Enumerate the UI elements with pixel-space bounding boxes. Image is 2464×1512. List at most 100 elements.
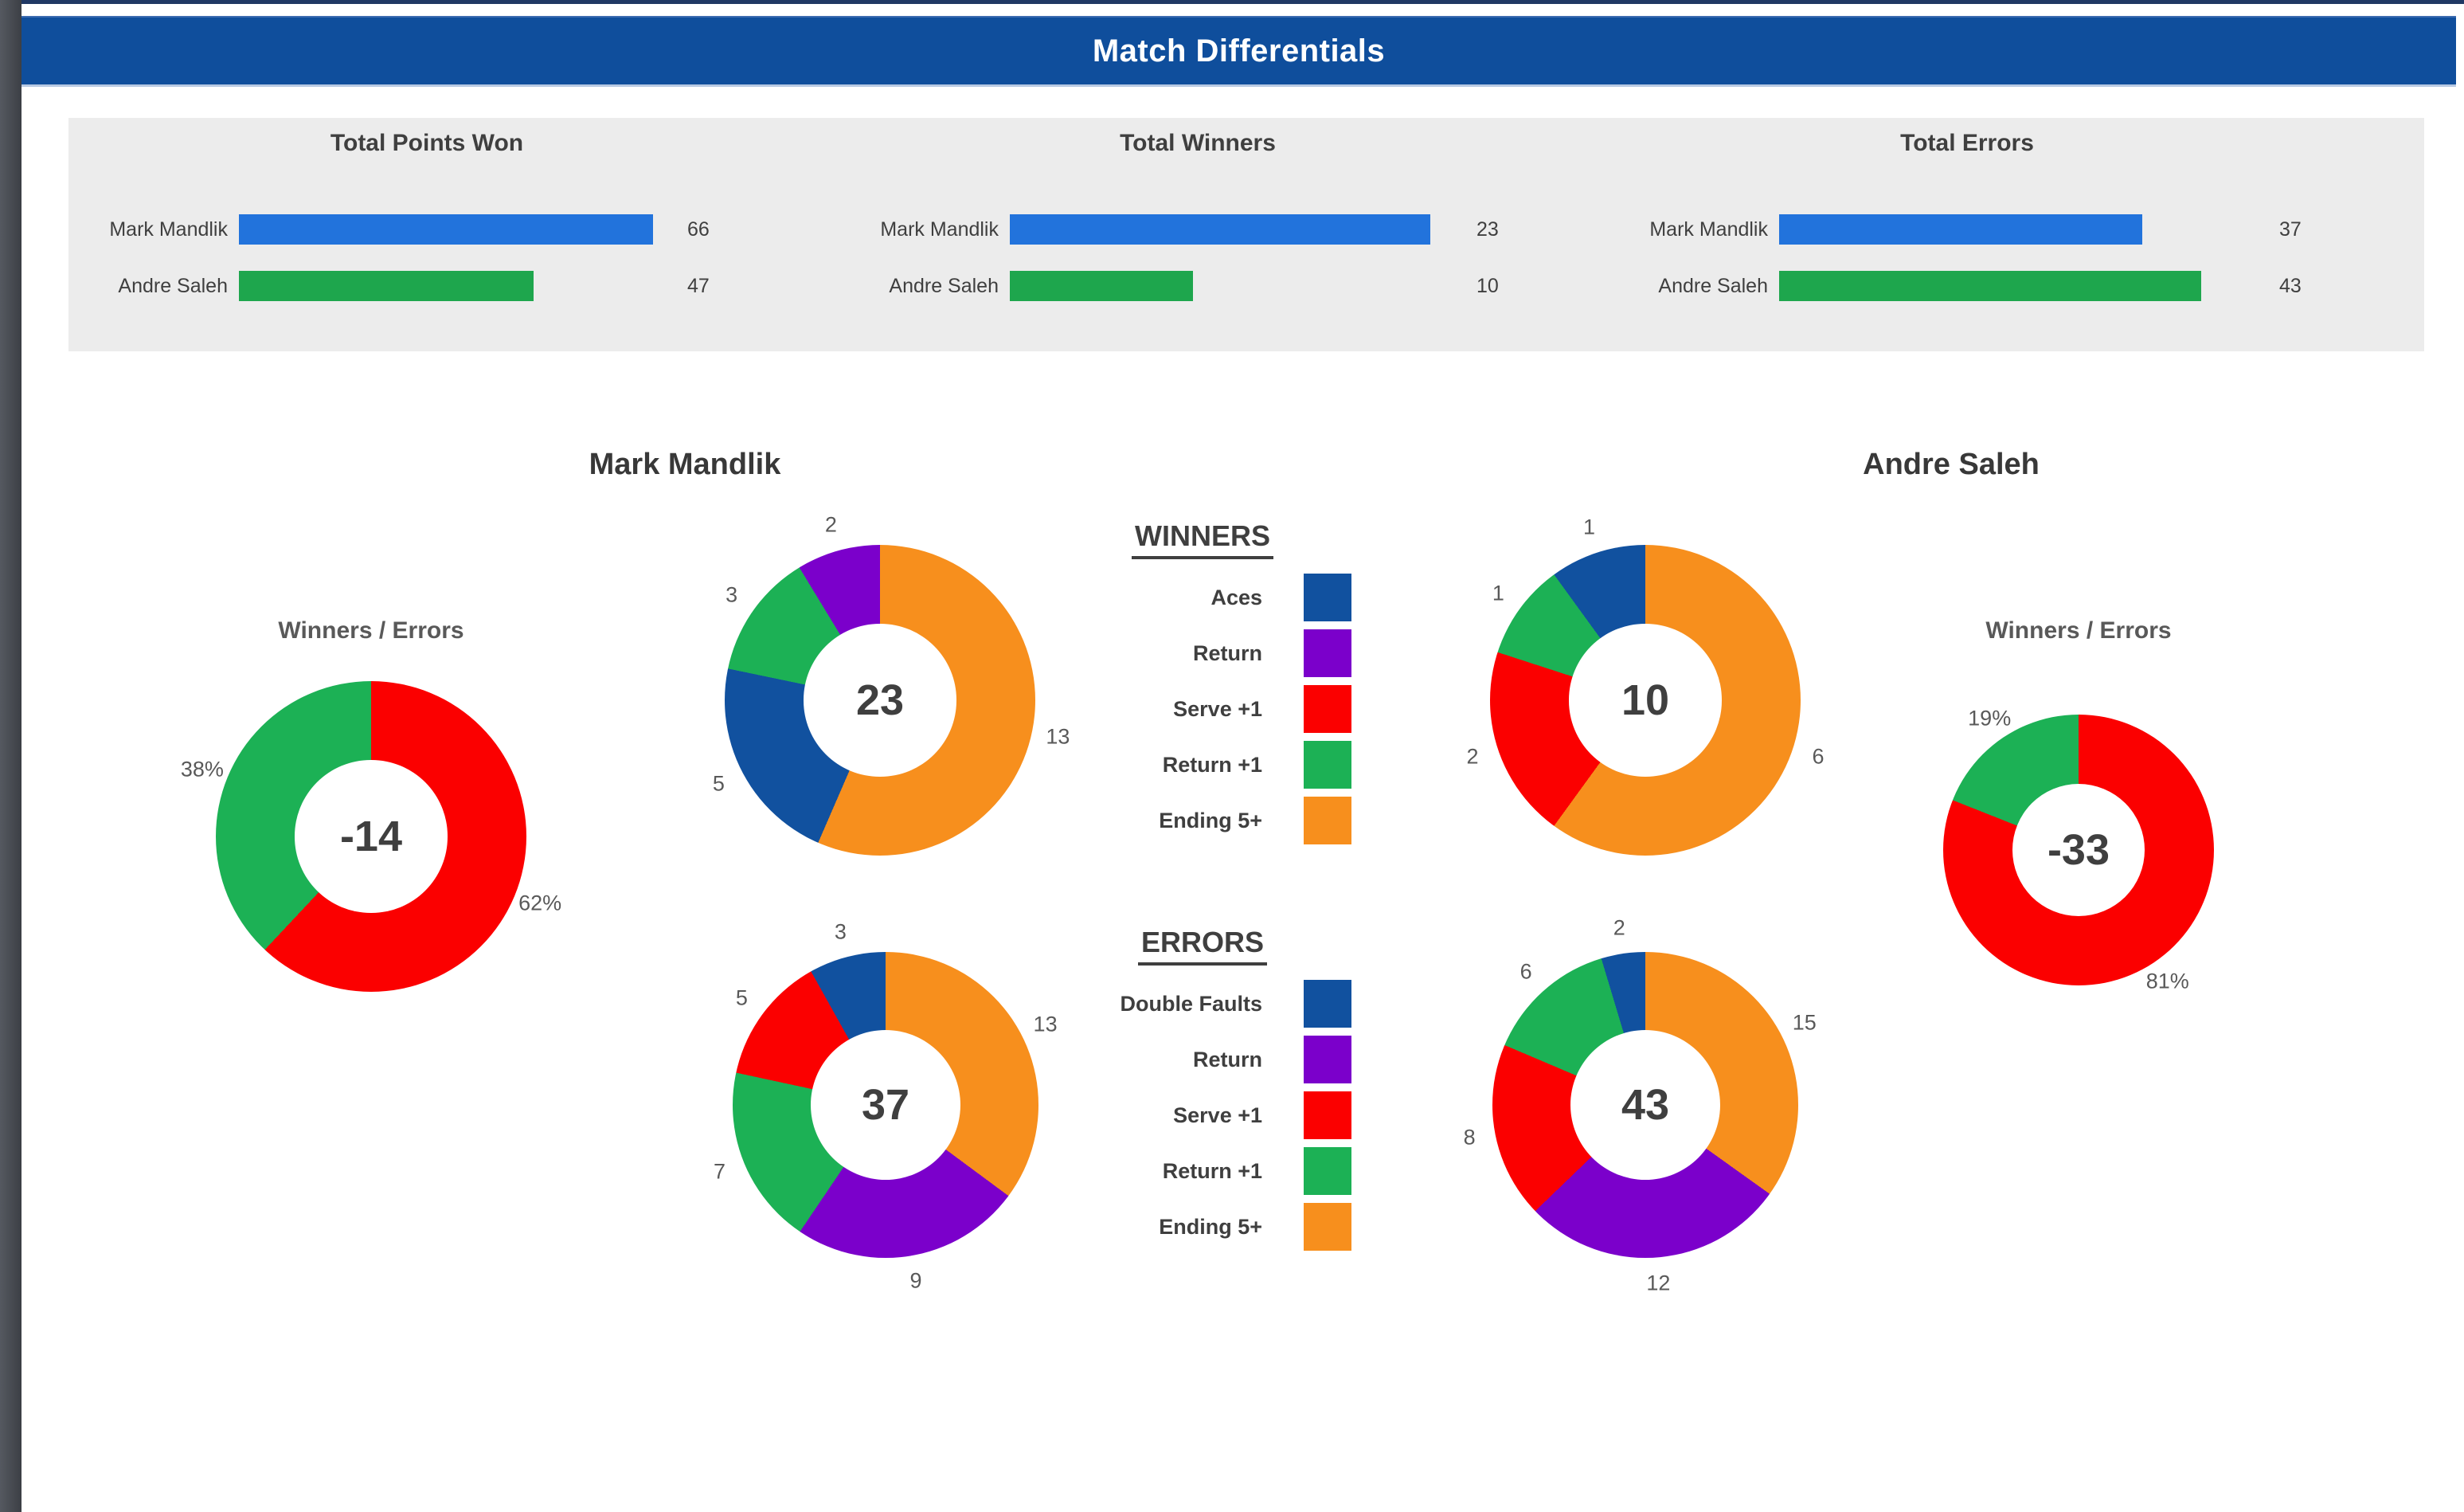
- donut-segment-label: 38%: [180, 757, 224, 781]
- chart-title: Total Winners: [1120, 130, 1276, 156]
- player-heading-andre: Andre Saleh: [1863, 448, 2040, 481]
- bar-row: Mark Mandlik 37: [1601, 214, 2302, 245]
- donut-segment-label: 5: [735, 985, 748, 1010]
- donut-winners-errors-mark[interactable]: -14 62% 38%: [181, 681, 561, 992]
- legend-label: Double Faults: [1120, 991, 1262, 1016]
- bar-track: [1779, 214, 2270, 245]
- donut-hole: 37: [810, 1029, 961, 1181]
- donut-center-value: -33: [2047, 825, 2110, 874]
- bar-fill[interactable]: [1010, 271, 1193, 301]
- serve-plus1-swatch: [1304, 685, 1351, 733]
- legend-label: Ending 5+: [1159, 1214, 1262, 1239]
- bar-track: [1010, 214, 1467, 245]
- bar-value: 47: [687, 274, 710, 297]
- legend-item: Return: [1067, 1032, 1410, 1087]
- bar-value: 66: [687, 217, 710, 241]
- bar-value: 23: [1476, 217, 1499, 241]
- donut-center-value: 10: [1621, 676, 1670, 724]
- legend-item: Ending 5+: [1067, 793, 1410, 848]
- bar-label: Andre Saleh: [889, 274, 999, 297]
- total-points-won-chart[interactable]: Total Points Won Mark Mandlik 66 Andre S…: [61, 117, 793, 351]
- bar-track: [1010, 271, 1467, 301]
- chart-title: Total Points Won: [330, 130, 524, 156]
- bar-row: Mark Mandlik 23: [831, 214, 1499, 245]
- donut-hole: 43: [1570, 1029, 1721, 1181]
- donut-segment-label: 8: [1463, 1125, 1476, 1150]
- errors-legend: Double Faults Return Serve +1 Return +1 …: [1067, 976, 1410, 1255]
- legend-item: Serve +1: [1067, 681, 1410, 737]
- bar-value: 43: [2279, 274, 2302, 297]
- legend-item: Aces: [1067, 570, 1410, 625]
- bar-value: 10: [1476, 274, 1499, 297]
- page-title: Match Differentials: [1092, 33, 1386, 69]
- ending-5plus-swatch: [1304, 1203, 1351, 1251]
- total-winners-chart[interactable]: Total Winners Mark Mandlik 23 Andre Sale…: [831, 117, 1564, 351]
- legend-label: Serve +1: [1173, 696, 1262, 721]
- top-accent-line: [22, 0, 2464, 4]
- bar-label: Mark Mandlik: [880, 217, 999, 241]
- legend-item: Return +1: [1067, 1143, 1410, 1199]
- legend-label: Return: [1193, 1047, 1262, 1071]
- donut-segment-label: 3: [726, 582, 738, 607]
- donut-segment-label: 19%: [1968, 706, 2012, 731]
- bar-label: Andre Saleh: [118, 274, 228, 297]
- return-plus1-swatch: [1304, 1147, 1351, 1195]
- donut-center-value: 43: [1621, 1080, 1670, 1129]
- bar-fill[interactable]: [239, 214, 653, 245]
- donut-errors-mark[interactable]: 37 13 9 7 5 3: [714, 919, 1058, 1293]
- donut-winners-andre[interactable]: 10 6 2 1 1: [1467, 515, 1824, 856]
- return-plus1-swatch: [1304, 741, 1351, 789]
- bar-label: Andre Saleh: [1658, 274, 1768, 297]
- donut-segment-label: 9: [909, 1268, 922, 1293]
- header-bar: Match Differentials: [22, 16, 2456, 87]
- donut-title: Winners / Errors: [1985, 617, 2172, 644]
- winners-legend: Aces Return Serve +1 Return +1 Ending 5+: [1067, 570, 1410, 848]
- donut-winners-errors-andre[interactable]: -33 81% 19%: [1943, 707, 2214, 993]
- donut-errors-andre[interactable]: 43 15 12 8 6 2: [1464, 915, 1817, 1295]
- legend-label: Serve +1: [1173, 1103, 1262, 1127]
- bar-track: [1779, 271, 2270, 301]
- bar-fill[interactable]: [1779, 214, 2142, 245]
- total-errors-chart[interactable]: Total Errors Mark Mandlik 37 Andre Saleh…: [1601, 117, 2333, 351]
- bar-fill[interactable]: [239, 271, 534, 301]
- bar-value: 37: [2279, 217, 2302, 241]
- donut-segment-label: 2: [1466, 744, 1479, 768]
- donut-segment-label: 13: [1033, 1012, 1058, 1036]
- donut-title: Winners / Errors: [278, 617, 464, 644]
- serve-plus1-swatch: [1304, 1091, 1351, 1139]
- ending-5plus-swatch: [1304, 797, 1351, 844]
- legend-label: Aces: [1210, 585, 1262, 609]
- donut-winners-mark[interactable]: 23 13 5 3 2: [713, 513, 1070, 856]
- donut-segment-label: 15: [1792, 1010, 1817, 1035]
- bar-fill[interactable]: [1779, 271, 2201, 301]
- donut-hole: -14: [295, 760, 448, 913]
- donut-hole: 10: [1569, 624, 1722, 777]
- bar-label: Mark Mandlik: [109, 217, 228, 241]
- donut-segment-label: 3: [834, 919, 847, 944]
- donut-segment-label: 1: [1492, 581, 1504, 605]
- donut-hole: 23: [804, 624, 956, 777]
- return-swatch: [1304, 629, 1351, 677]
- legend-label: Return: [1193, 640, 1262, 665]
- bar-row: Mark Mandlik 66: [61, 214, 710, 245]
- legend-label: Ending 5+: [1159, 808, 1262, 832]
- legend-item: Ending 5+: [1067, 1199, 1410, 1255]
- bar-fill[interactable]: [1010, 214, 1431, 245]
- return-swatch: [1304, 1036, 1351, 1083]
- donut-segment-label: 2: [824, 512, 837, 537]
- donut-segment-label: 7: [714, 1159, 726, 1184]
- bar-track: [239, 214, 678, 245]
- legend-item: Return +1: [1067, 737, 1410, 793]
- donut-segment-label: 5: [712, 771, 725, 796]
- bar-row: Andre Saleh 47: [61, 271, 710, 301]
- left-edge-strip: [0, 0, 22, 1512]
- player-heading-mark: Mark Mandlik: [589, 448, 781, 481]
- winners-legend-title: WINNERS: [1083, 519, 1322, 559]
- legend-item: Double Faults: [1067, 976, 1410, 1032]
- bar-row: Andre Saleh 10: [831, 271, 1499, 301]
- donut-segment-label: 12: [1646, 1271, 1671, 1295]
- bar-track: [239, 271, 678, 301]
- donut-center-value: 23: [855, 676, 905, 724]
- donut-segment-label: 1: [1582, 515, 1595, 539]
